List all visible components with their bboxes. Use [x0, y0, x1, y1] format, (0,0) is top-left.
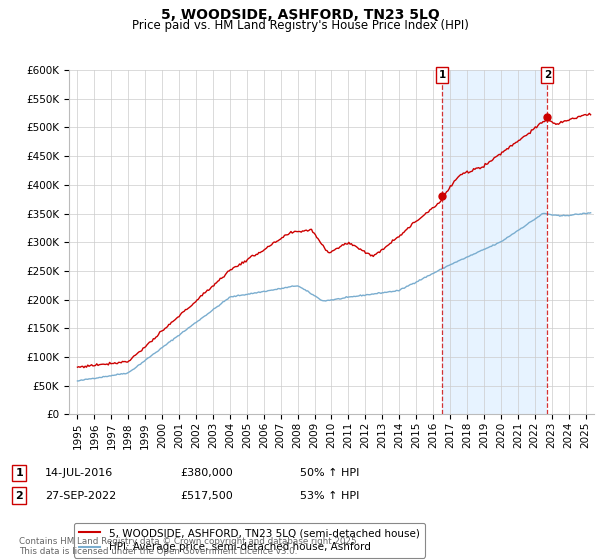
Text: 50% ↑ HPI: 50% ↑ HPI: [300, 468, 359, 478]
Text: Contains HM Land Registry data © Crown copyright and database right 2025.
This d: Contains HM Land Registry data © Crown c…: [19, 536, 359, 556]
Text: £517,500: £517,500: [180, 491, 233, 501]
Text: 14-JUL-2016: 14-JUL-2016: [45, 468, 113, 478]
Text: 2: 2: [16, 491, 23, 501]
Text: Price paid vs. HM Land Registry's House Price Index (HPI): Price paid vs. HM Land Registry's House …: [131, 19, 469, 32]
Text: 5, WOODSIDE, ASHFORD, TN23 5LQ: 5, WOODSIDE, ASHFORD, TN23 5LQ: [161, 8, 439, 22]
Text: 53% ↑ HPI: 53% ↑ HPI: [300, 491, 359, 501]
Text: 2: 2: [544, 70, 551, 80]
Legend: 5, WOODSIDE, ASHFORD, TN23 5LQ (semi-detached house), HPI: Average price, semi-d: 5, WOODSIDE, ASHFORD, TN23 5LQ (semi-det…: [74, 523, 425, 558]
Bar: [442, 70, 547, 414]
Text: 1: 1: [439, 70, 446, 80]
Text: 1: 1: [16, 468, 23, 478]
Text: £380,000: £380,000: [180, 468, 233, 478]
Text: 27-SEP-2022: 27-SEP-2022: [45, 491, 116, 501]
